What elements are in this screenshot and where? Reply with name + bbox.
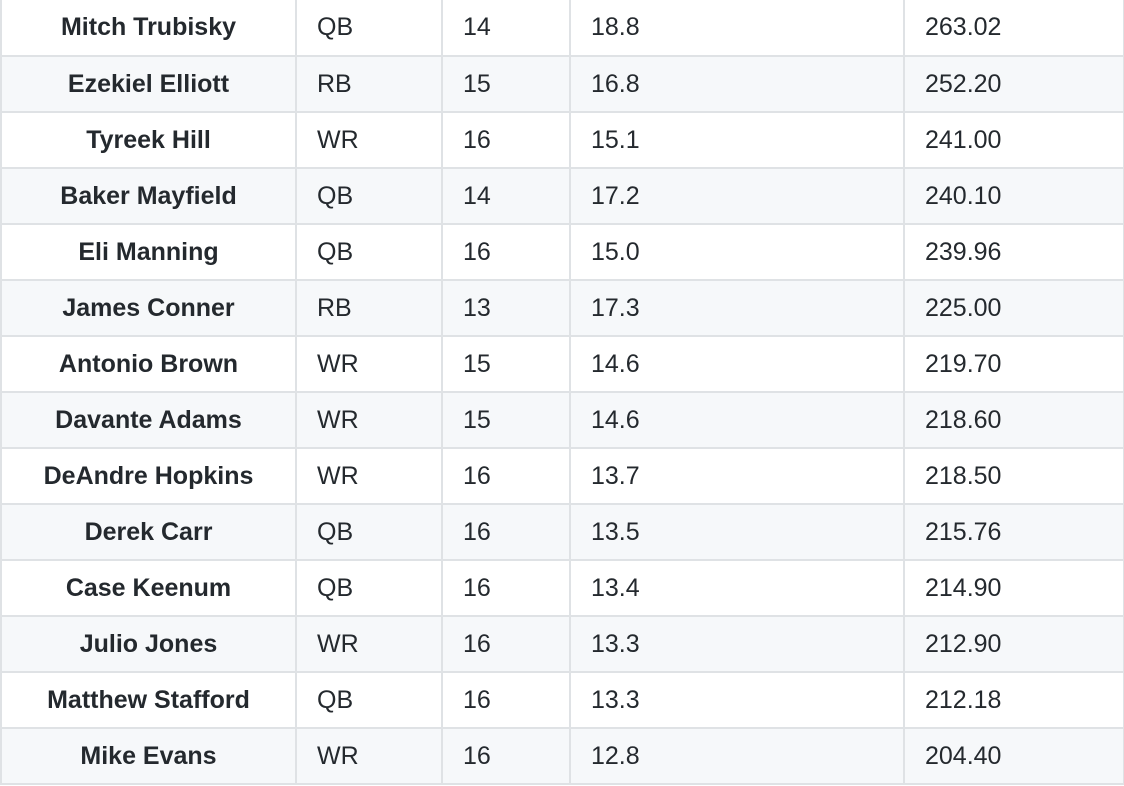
games-cell: 16 (441, 727, 571, 785)
games-cell: 14 (441, 167, 571, 225)
games-cell: 16 (441, 223, 571, 281)
position-cell: QB (295, 223, 443, 281)
average-cell: 15.1 (569, 111, 905, 169)
total-cell: 218.50 (903, 447, 1124, 505)
table-row: Mike Evans WR 16 12.8 204.40 (0, 727, 1124, 785)
position-cell: WR (295, 335, 443, 393)
table-row: Julio Jones WR 16 13.3 212.90 (0, 615, 1124, 673)
table-row: Case Keenum QB 16 13.4 214.90 (0, 559, 1124, 617)
total-cell: 204.40 (903, 727, 1124, 785)
player-name-cell: Derek Carr (0, 503, 297, 561)
average-cell: 15.0 (569, 223, 905, 281)
games-cell: 16 (441, 111, 571, 169)
total-cell: 219.70 (903, 335, 1124, 393)
table-row: Tyreek Hill WR 16 15.1 241.00 (0, 111, 1124, 169)
table-row: Ezekiel Elliott RB 15 16.8 252.20 (0, 55, 1124, 113)
average-cell: 18.8 (569, 0, 905, 57)
position-cell: RB (295, 279, 443, 337)
games-cell: 16 (441, 671, 571, 729)
average-cell: 14.6 (569, 335, 905, 393)
position-cell: QB (295, 671, 443, 729)
games-cell: 16 (441, 503, 571, 561)
position-cell: WR (295, 391, 443, 449)
position-cell: QB (295, 0, 443, 57)
games-cell: 16 (441, 559, 571, 617)
average-cell: 13.4 (569, 559, 905, 617)
position-cell: RB (295, 55, 443, 113)
average-cell: 12.8 (569, 727, 905, 785)
games-cell: 15 (441, 335, 571, 393)
table-row: James Conner RB 13 17.3 225.00 (0, 279, 1124, 337)
player-name-cell: Baker Mayfield (0, 167, 297, 225)
player-name-cell: Ezekiel Elliott (0, 55, 297, 113)
player-name-cell: Tyreek Hill (0, 111, 297, 169)
average-cell: 17.3 (569, 279, 905, 337)
table-row: Baker Mayfield QB 14 17.2 240.10 (0, 167, 1124, 225)
position-cell: WR (295, 111, 443, 169)
average-cell: 14.6 (569, 391, 905, 449)
average-cell: 13.7 (569, 447, 905, 505)
table-row: DeAndre Hopkins WR 16 13.7 218.50 (0, 447, 1124, 505)
average-cell: 17.2 (569, 167, 905, 225)
total-cell: 252.20 (903, 55, 1124, 113)
games-cell: 15 (441, 391, 571, 449)
position-cell: QB (295, 503, 443, 561)
total-cell: 225.00 (903, 279, 1124, 337)
games-cell: 16 (441, 447, 571, 505)
player-name-cell: Julio Jones (0, 615, 297, 673)
player-name-cell: James Conner (0, 279, 297, 337)
games-cell: 13 (441, 279, 571, 337)
total-cell: 218.60 (903, 391, 1124, 449)
total-cell: 240.10 (903, 167, 1124, 225)
table-row: Mitch Trubisky QB 14 18.8 263.02 (0, 0, 1124, 57)
player-name-cell: Mitch Trubisky (0, 0, 297, 57)
player-name-cell: Mike Evans (0, 727, 297, 785)
player-name-cell: Matthew Stafford (0, 671, 297, 729)
average-cell: 13.3 (569, 615, 905, 673)
table-row: Matthew Stafford QB 16 13.3 212.18 (0, 671, 1124, 729)
total-cell: 241.00 (903, 111, 1124, 169)
table-row: Eli Manning QB 16 15.0 239.96 (0, 223, 1124, 281)
position-cell: QB (295, 167, 443, 225)
player-name-cell: Eli Manning (0, 223, 297, 281)
total-cell: 239.96 (903, 223, 1124, 281)
average-cell: 16.8 (569, 55, 905, 113)
total-cell: 214.90 (903, 559, 1124, 617)
games-cell: 14 (441, 0, 571, 57)
total-cell: 212.90 (903, 615, 1124, 673)
position-cell: WR (295, 727, 443, 785)
games-cell: 16 (441, 615, 571, 673)
total-cell: 263.02 (903, 0, 1124, 57)
table-row: Derek Carr QB 16 13.5 215.76 (0, 503, 1124, 561)
player-name-cell: Case Keenum (0, 559, 297, 617)
table-row: Antonio Brown WR 15 14.6 219.70 (0, 335, 1124, 393)
average-cell: 13.3 (569, 671, 905, 729)
total-cell: 212.18 (903, 671, 1124, 729)
average-cell: 13.5 (569, 503, 905, 561)
position-cell: WR (295, 615, 443, 673)
player-name-cell: Davante Adams (0, 391, 297, 449)
player-name-cell: Antonio Brown (0, 335, 297, 393)
player-name-cell: DeAndre Hopkins (0, 447, 297, 505)
position-cell: QB (295, 559, 443, 617)
total-cell: 215.76 (903, 503, 1124, 561)
position-cell: WR (295, 447, 443, 505)
table-row: Davante Adams WR 15 14.6 218.60 (0, 391, 1124, 449)
games-cell: 15 (441, 55, 571, 113)
